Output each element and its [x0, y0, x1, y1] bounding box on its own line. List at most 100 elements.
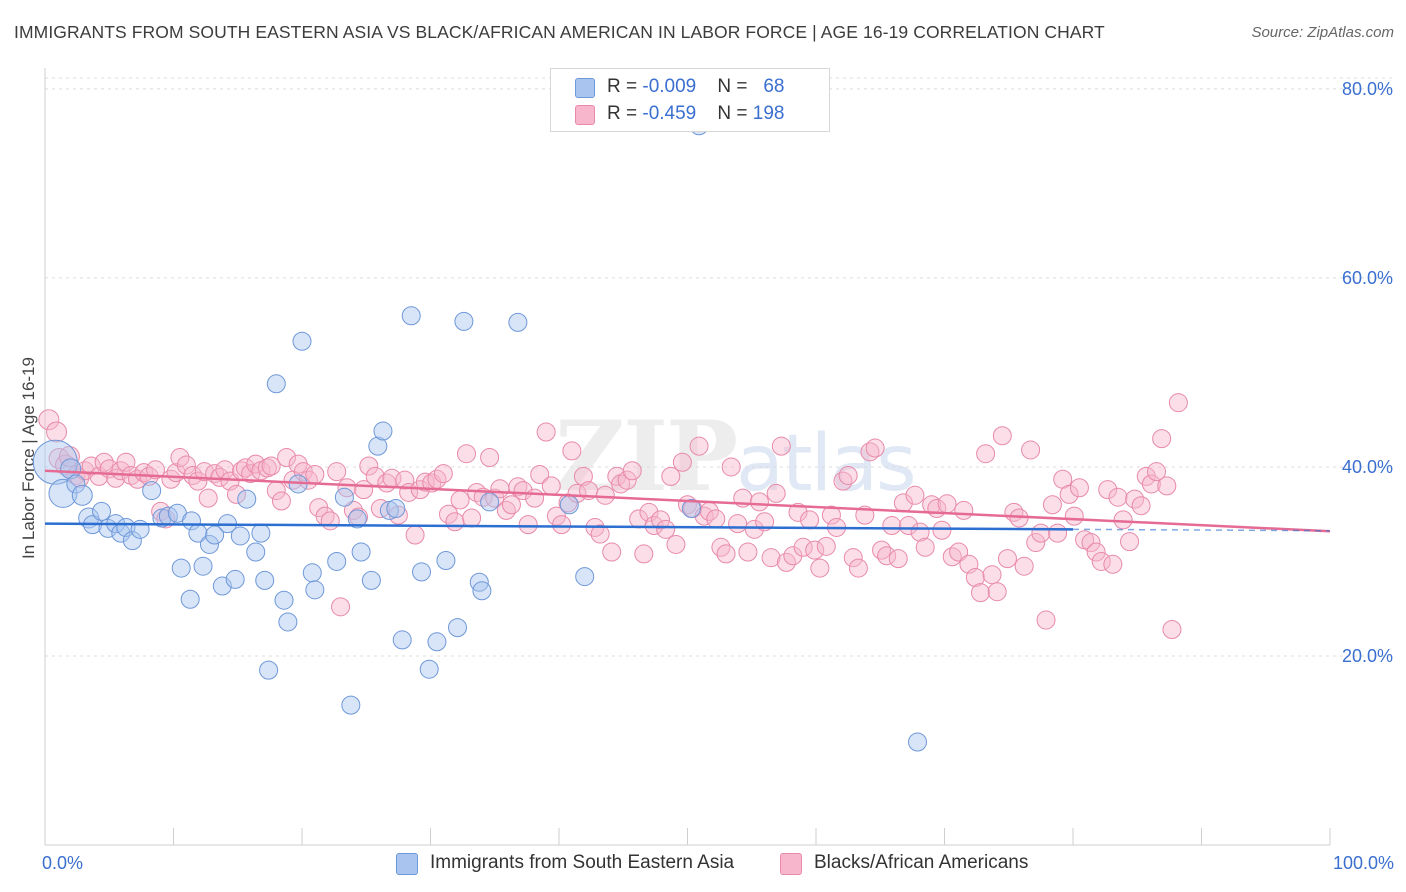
point-black [877, 546, 897, 566]
point-black [573, 466, 593, 486]
point-black [176, 455, 196, 475]
point-black [277, 448, 297, 467]
point-black [833, 471, 853, 491]
point-black [536, 422, 556, 442]
point-sea [908, 732, 928, 752]
point-sea [60, 458, 82, 480]
point-black [656, 519, 676, 539]
point-black [661, 466, 681, 486]
bottom-legend-swatch-black [780, 853, 802, 875]
point-sea [386, 499, 406, 519]
point-black [915, 537, 935, 557]
bottom-legend-label-black: Blacks/African Americans [814, 852, 1029, 873]
point-black [567, 483, 587, 503]
legend-n-label-black: N = [717, 103, 753, 124]
point-black [552, 515, 572, 535]
point-black [450, 490, 470, 510]
point-black [816, 536, 836, 556]
point-black [1036, 610, 1056, 630]
point-black [800, 510, 820, 530]
point-sea [341, 695, 361, 715]
point-black [932, 520, 952, 540]
point-sea [508, 312, 528, 332]
point-sea [180, 589, 200, 609]
point-black [982, 565, 1002, 585]
point-black [905, 485, 925, 505]
point-black [1141, 474, 1161, 494]
point-black [183, 465, 203, 485]
point-black [134, 463, 154, 483]
point-black [1031, 523, 1051, 543]
chart-source: Source: ZipAtlas.com [1251, 24, 1394, 41]
point-black [433, 464, 453, 484]
point-sea [266, 374, 286, 394]
point-black [331, 597, 351, 617]
point-black [937, 494, 957, 514]
point-sea [66, 474, 86, 494]
point-black [865, 438, 885, 458]
point-black [721, 457, 741, 477]
point-black [987, 582, 1007, 602]
point-black [843, 548, 863, 568]
legend-r-label-black: R = [607, 103, 643, 124]
point-black [888, 549, 908, 569]
point-black [602, 542, 622, 562]
point-sea [205, 525, 225, 545]
point-sea [193, 556, 213, 576]
point-sea [419, 659, 439, 679]
point-black [899, 516, 919, 536]
point-black [1026, 533, 1046, 553]
point-black [954, 500, 974, 520]
point-black [246, 454, 266, 474]
x-tick-label-max: 100.0% [1333, 853, 1394, 873]
point-black [1091, 551, 1111, 571]
point-black [541, 476, 561, 496]
point-black [320, 511, 340, 531]
point-black [235, 458, 255, 478]
legend-n-label-sea: N = [717, 76, 753, 97]
point-sea [454, 311, 474, 331]
point-sea [480, 492, 500, 512]
point-black [793, 537, 813, 557]
point-black [405, 525, 425, 545]
legend-r-label-sea: R = [607, 76, 643, 97]
point-black [1157, 476, 1177, 496]
point-black [46, 421, 68, 443]
point-sea [412, 562, 432, 582]
point-sea [32, 439, 78, 485]
point-black [595, 485, 615, 505]
point-black [359, 456, 379, 476]
legend-n-value-sea: 68 [763, 76, 785, 97]
legend-text-black: R = -0.459 N = 198 [607, 103, 784, 125]
point-sea [447, 618, 467, 638]
point-black [838, 465, 858, 485]
point-sea [361, 570, 381, 590]
point-sea [122, 531, 142, 551]
point-black [716, 544, 736, 564]
point-black [525, 488, 545, 508]
point-black [395, 470, 415, 490]
point-black [617, 470, 637, 490]
legend-n-value-black: 198 [752, 103, 785, 124]
point-black [1048, 523, 1068, 543]
point-sea [292, 331, 312, 351]
point-black [485, 488, 505, 508]
point-black [1131, 496, 1151, 516]
point-sea [171, 558, 191, 578]
y-axis-label: In Labor Force | Age 16-19 [19, 357, 38, 559]
point-black [805, 540, 825, 560]
legend-r-value-black: -0.459 [642, 103, 697, 124]
point-sea [199, 534, 219, 554]
point-black [1152, 429, 1172, 449]
trend-line-sea [44, 522, 1074, 531]
point-black [327, 462, 347, 482]
y-tick-label: 20.0% [1342, 646, 1393, 666]
point-black [590, 524, 610, 544]
point-black [634, 544, 654, 564]
bottom-legend-label-sea: Immigrants from South Eastern Asia [430, 852, 735, 873]
point-black [261, 456, 281, 476]
point-black [1042, 495, 1062, 515]
point-black [622, 461, 642, 481]
legend-swatch-black [575, 105, 595, 125]
point-black [992, 426, 1012, 446]
